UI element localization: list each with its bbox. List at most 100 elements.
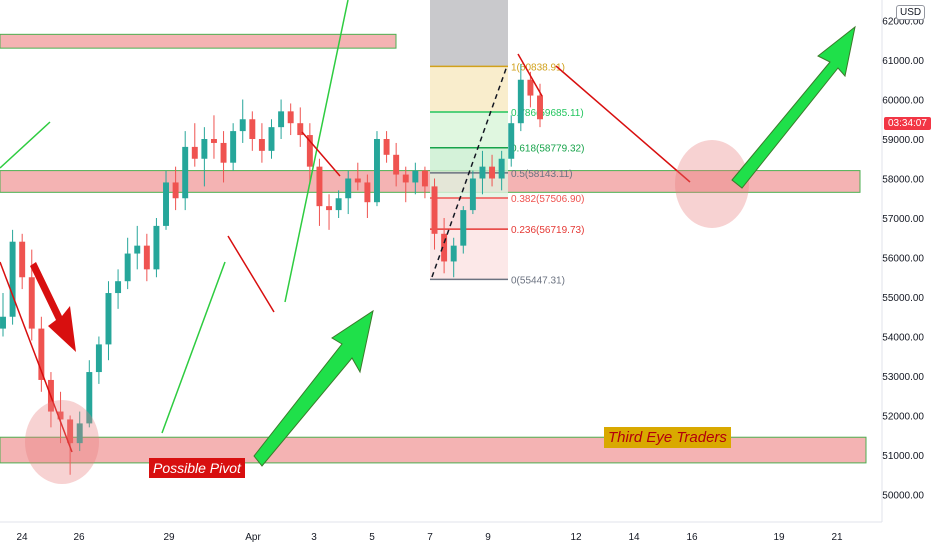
price-tick-label: 60000.00 [882, 96, 924, 107]
candle-body [316, 166, 323, 207]
candle-body [153, 225, 160, 270]
price-tick-label: 51000.00 [882, 451, 924, 462]
time-tick-label: 26 [73, 532, 85, 543]
pivot-circle-left [25, 400, 99, 484]
trend-drawings [0, 0, 856, 484]
time-tick-label: Apr [245, 532, 261, 543]
rise-line-2 [284, 0, 349, 303]
candle-body [489, 166, 496, 179]
time-tick-label: 14 [628, 532, 640, 543]
fib-level-label: 0.5(58143.11) [511, 169, 573, 180]
candle-body [124, 253, 131, 282]
candle-body [402, 174, 409, 183]
candle-body [326, 206, 333, 211]
candle-body [268, 127, 275, 151]
candle-body [0, 316, 6, 329]
red-down-arrow [30, 262, 76, 352]
candlestick-series [0, 63, 543, 475]
candle-body [76, 423, 83, 444]
price-tick-label: 61000.00 [882, 56, 924, 67]
green-up-arrow-2 [731, 25, 856, 189]
fib-level-label: 0.236(56719.73) [511, 225, 584, 236]
price-tick-label: 52000.00 [882, 412, 924, 423]
candle-body [163, 182, 169, 226]
candle-body [345, 178, 352, 199]
candle-body [469, 178, 476, 211]
currency-label[interactable]: USD [896, 5, 926, 20]
rise-line [161, 261, 226, 434]
fib-level-label: 1(60838.91) [511, 62, 565, 73]
candle-body [249, 119, 256, 139]
candle-body [191, 146, 198, 159]
candle-body [460, 210, 467, 246]
candle-body [105, 293, 112, 345]
candle-body [19, 241, 26, 278]
fib-level-label: 0.618(58779.32) [511, 144, 584, 155]
candle-body [517, 79, 524, 124]
candle-body [297, 123, 304, 136]
candle-body [508, 123, 515, 159]
price-tick-label: 56000.00 [882, 254, 924, 265]
time-tick-label: 3 [311, 532, 317, 543]
candle-body [527, 79, 534, 96]
fibonacci-retracement: 1(60838.91) 0.786(59685.11) 0.618(58779.32… [430, 0, 584, 286]
time-tick-label: 12 [570, 532, 582, 543]
candle-body [115, 281, 122, 294]
candle-body [498, 158, 505, 179]
candle-body [335, 198, 342, 211]
fib-band [430, 111, 508, 148]
price-tick-label: 62000.00 [882, 17, 924, 28]
red-segment [517, 53, 543, 97]
descending-trendline [0, 261, 73, 453]
candle-body [421, 170, 428, 187]
candle-body [441, 233, 448, 262]
price-tick-label: 57000.00 [882, 214, 924, 225]
candle-body [412, 170, 419, 183]
candle-body [210, 139, 217, 143]
fib-level-label: 0(55447.31) [511, 275, 565, 286]
candle-body [230, 131, 237, 163]
time-tick-label: 16 [686, 532, 698, 543]
bar-countdown: 03:34:07 [884, 117, 931, 130]
candle-body [364, 182, 371, 203]
ascending-line [0, 121, 51, 169]
candle-body [306, 135, 313, 167]
price-tick-label: 54000.00 [882, 333, 924, 344]
candle-body [134, 245, 141, 254]
time-tick-label: 29 [163, 532, 175, 543]
candle-body [479, 166, 486, 179]
candle-body [393, 154, 400, 175]
price-tick-label: 53000.00 [882, 372, 924, 383]
fib-top-band [430, 0, 508, 67]
candle-body [38, 328, 45, 380]
candle-body [537, 95, 543, 120]
candle-body [67, 419, 74, 444]
candle-body [172, 182, 179, 199]
candle-body [28, 277, 35, 329]
candle-body [354, 178, 361, 183]
fib-band [430, 66, 508, 112]
candle-body [201, 139, 208, 159]
time-tick-label: 9 [485, 532, 491, 543]
candle-body [143, 245, 150, 270]
candle-body [239, 119, 246, 132]
drop-line-2 [301, 131, 341, 177]
price-tick-label: 59000.00 [882, 135, 924, 146]
time-tick-label: 7 [427, 532, 433, 543]
candle-body [57, 411, 64, 420]
candle-body [220, 142, 227, 163]
fib-dashed-line [431, 65, 508, 278]
candle-body [86, 372, 93, 424]
price-tick-label: 50000.00 [882, 491, 924, 502]
fib-band [430, 172, 508, 198]
green-up-arrow-1 [253, 309, 374, 467]
price-axis: 62000.00 61000.00 60000.00 59000.00 58000.00… [881, 0, 924, 522]
fib-band [430, 147, 508, 173]
time-tick-label: 19 [773, 532, 785, 543]
candle-body [95, 344, 102, 373]
time-tick-label: 5 [369, 532, 375, 543]
fib-level-label: 0.786(59685.11) [511, 108, 584, 119]
candle-body [450, 245, 457, 262]
time-tick-label: 24 [16, 532, 28, 543]
